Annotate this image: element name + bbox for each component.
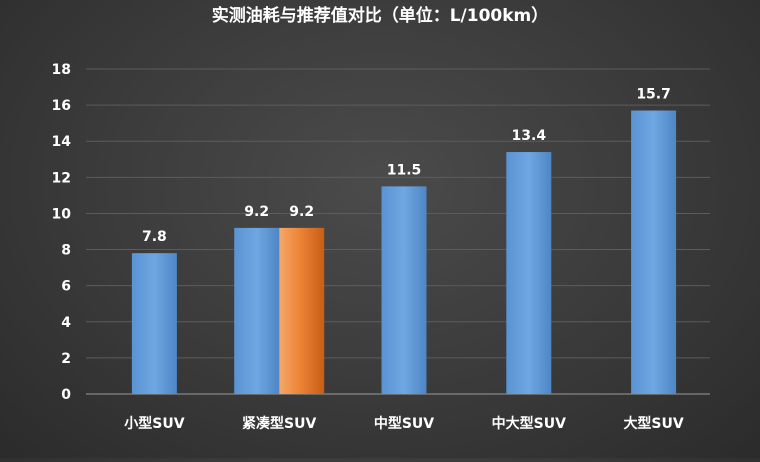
x-tick-label: 紧凑型SUV: [242, 415, 316, 432]
bar: [631, 110, 677, 395]
y-tick-label: 12: [52, 170, 71, 186]
data-label: 9.2: [289, 204, 314, 220]
data-label: 7.8: [142, 229, 167, 245]
bar: [234, 227, 280, 394]
x-tick-label: 小型SUV: [124, 415, 184, 432]
bar: [506, 152, 552, 394]
data-label: 11.5: [387, 162, 422, 178]
y-tick-label: 16: [52, 98, 71, 114]
y-tick-label: 4: [61, 315, 71, 331]
y-tick-label: 10: [52, 206, 72, 222]
y-tick-label: 14: [52, 134, 72, 150]
bar: [279, 227, 325, 394]
y-tick-label: 18: [52, 62, 71, 78]
y-axis: 0 2 4 6 8 10 12 14 16 18: [52, 62, 72, 403]
chart-title: 实测油耗与推荐值对比（单位：L/100km）: [212, 5, 549, 26]
x-tick-label: 中型SUV: [374, 415, 434, 432]
data-label: 15.7: [636, 87, 671, 103]
y-tick-label: 0: [61, 387, 71, 403]
x-axis: 小型SUV 紧凑型SUV 中型SUV 中大型SUV 大型SUV: [124, 415, 684, 432]
y-tick-label: 2: [61, 351, 71, 367]
data-label: 9.2: [244, 204, 269, 220]
bar: [131, 253, 177, 394]
y-tick-label: 8: [61, 243, 71, 259]
bars: 7.8 9.2 9.2 11.5 13.4 15.7: [131, 87, 677, 395]
y-tick-label: 6: [61, 279, 71, 295]
data-label: 13.4: [512, 128, 547, 144]
x-tick-label: 中大型SUV: [492, 415, 566, 432]
bar: [381, 186, 427, 394]
x-tick-label: 大型SUV: [623, 415, 683, 432]
